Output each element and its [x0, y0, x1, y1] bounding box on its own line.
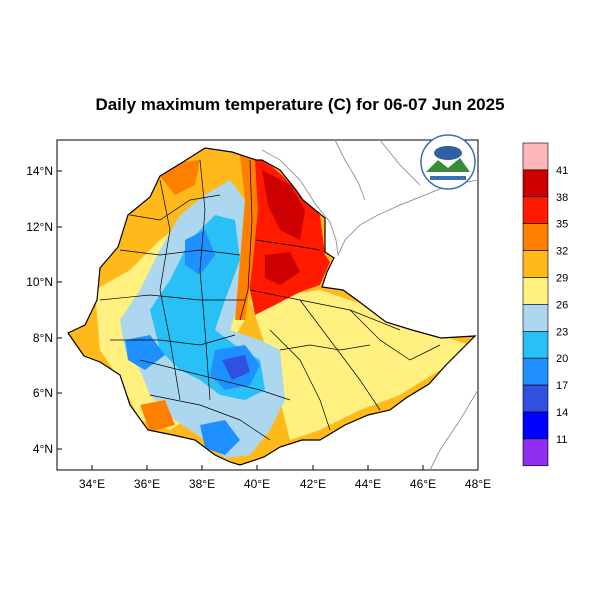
map-title: Daily maximum temperature (C) for 06-07 …	[95, 95, 505, 114]
y-tick-label: 6°N	[33, 386, 53, 400]
colorbar-swatch	[522, 196, 549, 225]
cold-zone-3	[125, 335, 165, 370]
y-axis: 14°N 12°N 10°N 8°N 6°N 4°N	[26, 164, 62, 456]
colorbar-swatch	[522, 357, 549, 386]
x-tick-label: 34°E	[79, 477, 105, 491]
neighbour-borders	[261, 139, 479, 471]
x-tick-label: 40°E	[244, 477, 270, 491]
ethiopia-border	[67, 147, 477, 466]
colorbar-label: 41	[556, 165, 568, 177]
y-tick-label: 10°N	[26, 275, 53, 289]
colorbar-swatch	[522, 304, 549, 332]
colorbar: 41 38 35 32 29 26 23 20 17 14 11	[522, 142, 568, 467]
colorbar-label: 11	[556, 434, 567, 446]
colorbar-label: 20	[556, 353, 568, 365]
colorbar-label: 23	[556, 326, 568, 338]
colorbar-label: 29	[556, 273, 568, 285]
colorbar-swatch	[522, 411, 549, 440]
colorbar-swatch	[522, 142, 549, 171]
coldest-zone	[222, 355, 250, 380]
x-tick-label: 38°E	[189, 477, 215, 491]
x-tick-label: 48°E	[465, 477, 491, 491]
colorbar-swatch	[522, 384, 549, 413]
y-tick-label: 12°N	[26, 220, 53, 234]
x-tick-label: 44°E	[355, 477, 381, 491]
x-axis: 34°E 36°E 38°E 40°E 42°E 44°E 46°E 48°E	[79, 465, 491, 491]
colorbar-swatch	[522, 250, 549, 278]
colorbar-swatch	[522, 438, 549, 467]
very-hot-zone-2	[265, 252, 300, 285]
y-tick-label: 4°N	[33, 442, 53, 456]
colorbar-label: 17	[556, 380, 568, 392]
colorbar-swatch	[522, 169, 549, 198]
cold-zone-south	[200, 420, 240, 455]
admin-boundaries	[99, 159, 441, 441]
warm-strip-west	[235, 155, 258, 320]
colorbar-swatch	[522, 330, 549, 359]
y-tick-label: 8°N	[33, 331, 53, 345]
colorbar-swatch	[522, 223, 549, 251]
y-tick-label: 14°N	[26, 164, 53, 178]
warm-patch-north	[160, 160, 200, 195]
institute-logo	[420, 134, 476, 190]
colorbar-label: 26	[556, 299, 568, 311]
x-tick-label: 42°E	[300, 477, 326, 491]
colorbar-label: 38	[556, 192, 568, 204]
colorbar-label: 35	[556, 219, 568, 231]
colorbar-label: 32	[556, 246, 568, 258]
cold-zone-2	[185, 230, 215, 275]
colorbar-swatch	[522, 277, 549, 305]
x-tick-label: 36°E	[134, 477, 160, 491]
x-tick-label: 46°E	[410, 477, 436, 491]
colorbar-label: 14	[556, 407, 568, 419]
very-hot-zone-1	[262, 170, 305, 240]
warm-patch-southwest	[140, 400, 175, 432]
